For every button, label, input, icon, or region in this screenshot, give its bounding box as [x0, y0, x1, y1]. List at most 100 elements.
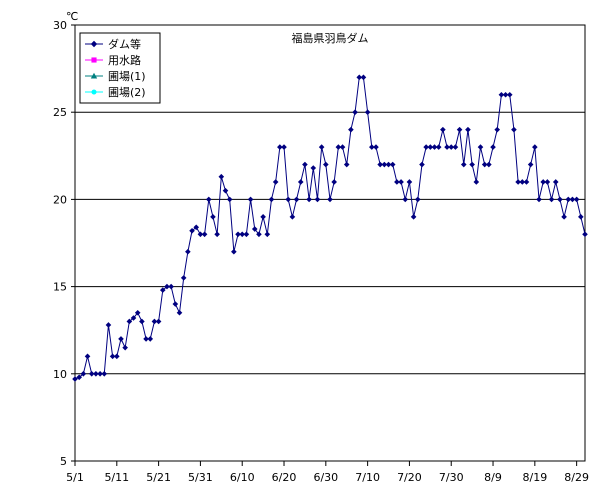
data-point — [406, 179, 413, 185]
data-point — [339, 144, 346, 150]
data-point — [306, 196, 312, 203]
data-point — [84, 353, 91, 360]
data-point — [226, 196, 233, 203]
data-point — [105, 322, 112, 328]
x-tick-label: 6/30 — [313, 471, 338, 484]
data-point — [456, 126, 463, 133]
data-point — [544, 179, 551, 185]
data-point — [155, 318, 162, 325]
data-point — [193, 224, 200, 231]
x-tick-label: 8/9 — [484, 471, 502, 484]
unit-label: ℃ — [66, 10, 78, 23]
data-point — [398, 179, 404, 185]
data-point — [360, 74, 367, 81]
data-point — [310, 165, 317, 171]
data-point — [381, 161, 388, 168]
data-point — [264, 231, 271, 238]
data-point — [130, 315, 137, 321]
data-point — [189, 227, 195, 234]
data-point — [122, 344, 128, 351]
data-point — [297, 179, 304, 185]
data-point — [114, 353, 120, 360]
data-point — [465, 126, 471, 133]
data-point — [143, 336, 149, 342]
x-tick-label: 6/10 — [230, 471, 255, 484]
data-point — [569, 196, 576, 203]
data-point — [197, 231, 204, 238]
data-point — [134, 309, 141, 316]
data-point — [548, 196, 555, 203]
legend-marker — [90, 72, 98, 79]
x-tick-label: 6/20 — [272, 471, 297, 484]
y-tick-label: 30 — [53, 19, 67, 32]
data-point — [97, 371, 103, 377]
data-point — [385, 161, 392, 168]
x-tick-label: 7/30 — [439, 471, 464, 484]
data-point — [444, 144, 450, 150]
data-point — [540, 179, 546, 185]
y-tick-label: 10 — [53, 368, 67, 381]
x-tick-label: 8/19 — [522, 471, 547, 484]
data-point — [205, 196, 212, 203]
data-point — [440, 126, 446, 133]
data-point — [235, 231, 241, 238]
x-tick-label: 5/31 — [188, 471, 213, 484]
x-tick-label: 7/10 — [355, 471, 380, 484]
data-point — [285, 196, 291, 203]
data-point — [180, 275, 187, 281]
data-point — [481, 161, 488, 168]
data-point — [377, 161, 383, 168]
data-point — [552, 179, 559, 185]
data-point — [348, 126, 354, 133]
data-point — [532, 144, 538, 150]
data-point — [427, 144, 434, 150]
data-point — [494, 126, 501, 133]
data-point — [410, 214, 417, 220]
data-point — [356, 74, 363, 81]
data-point — [164, 283, 170, 290]
data-point — [302, 161, 308, 168]
data-point — [80, 371, 87, 377]
data-point — [557, 196, 563, 203]
data-point — [101, 371, 108, 377]
data-point — [88, 371, 95, 377]
data-point — [281, 144, 287, 150]
legend-marker — [91, 57, 97, 63]
data-point — [423, 144, 429, 150]
data-point — [172, 301, 179, 307]
x-tick-label: 8/29 — [564, 471, 589, 484]
data-point — [231, 248, 237, 255]
chart-title: 福島県羽鳥ダム — [292, 31, 369, 45]
data-point — [247, 196, 254, 203]
data-point — [469, 161, 475, 168]
data-point — [314, 196, 321, 203]
data-point — [239, 231, 246, 238]
data-point — [573, 196, 580, 203]
data-point — [486, 161, 492, 168]
data-point — [293, 196, 300, 203]
data-point — [214, 231, 220, 238]
data-point — [218, 173, 225, 180]
y-tick-label: 15 — [53, 281, 67, 294]
axes: 5 10 15 20 25 30 5/1 5/11 5/21 5/31 6/10 6/20 6/30 7/… — [53, 19, 589, 484]
data-point — [506, 91, 513, 98]
data-point — [414, 196, 421, 203]
data-point — [502, 91, 509, 98]
data-point — [519, 179, 526, 185]
data-point — [260, 214, 266, 220]
data-point — [256, 231, 262, 238]
data-point — [490, 144, 496, 150]
data-point — [578, 214, 584, 220]
data-point — [511, 126, 517, 133]
data-point — [251, 226, 258, 232]
x-tick-label: 7/20 — [397, 471, 422, 484]
data-point — [327, 196, 333, 203]
y-tick-label: 5 — [60, 455, 67, 468]
data-point — [151, 318, 158, 325]
data-point — [565, 196, 572, 203]
data-point — [126, 318, 133, 325]
data-point — [222, 187, 229, 194]
data-point — [448, 144, 455, 150]
x-tick-label: 5/11 — [104, 471, 129, 484]
